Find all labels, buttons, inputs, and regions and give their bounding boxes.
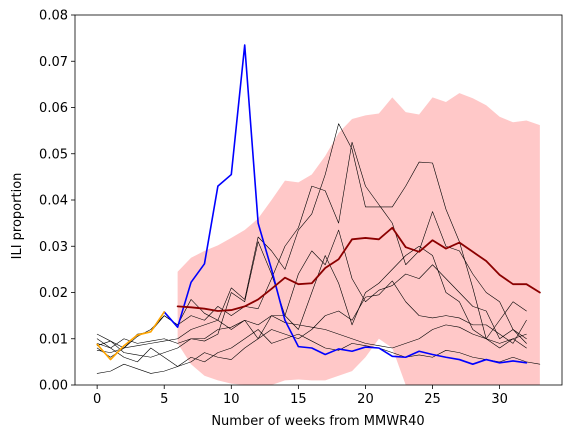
x-tick-label: 15	[290, 392, 307, 407]
series-line-6	[96, 329, 541, 374]
series-line-10	[176, 226, 541, 312]
x-tick-label: 30	[491, 392, 508, 407]
plot-area	[96, 44, 541, 385]
y-axis-label: ILI proportion	[10, 173, 25, 260]
y-tick-label: 0.00	[39, 379, 68, 394]
series-line-3	[96, 229, 527, 358]
x-tick-label: 0	[93, 392, 101, 407]
y-tick-label: 0.05	[39, 147, 68, 162]
y-tick-label: 0.02	[39, 286, 68, 301]
series-line-2	[96, 141, 527, 358]
x-axis-label: Number of weeks from MMWR40	[211, 414, 424, 429]
series-line-9	[96, 311, 166, 361]
y-tick-label: 0.07	[39, 55, 68, 70]
series-line-7	[96, 280, 527, 349]
series-line-8	[163, 44, 528, 365]
y-tick-label: 0.03	[39, 240, 68, 255]
x-tick-label: 10	[223, 392, 240, 407]
x-tick-label: 20	[357, 392, 374, 407]
y-tick-label: 0.06	[39, 101, 68, 116]
y-tick-label: 0.04	[39, 194, 68, 209]
axes: 0 5 10 15 20 25 30 0.00 0.01 0.02 0.03 0.04 0.05 0.06…	[39, 9, 563, 407]
x-tick-label: 5	[160, 392, 168, 407]
plot-content	[96, 44, 541, 385]
y-tick-label: 0.08	[39, 9, 68, 24]
x-tick-label: 25	[424, 392, 441, 407]
series-line-4	[96, 245, 527, 367]
y-tick-label: 0.01	[39, 332, 68, 347]
